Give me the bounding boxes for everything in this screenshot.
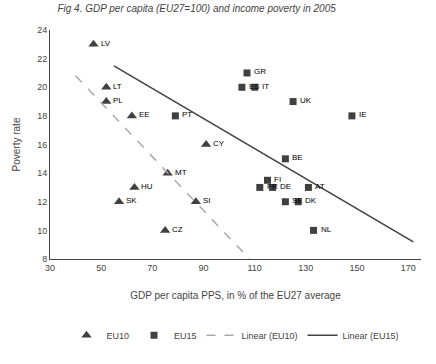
svg-text:IT: IT: [262, 82, 269, 91]
svg-text:SI: SI: [203, 196, 211, 205]
svg-text:12: 12: [37, 197, 47, 207]
svg-text:90: 90: [199, 263, 209, 273]
svg-text:LV: LV: [101, 39, 111, 48]
svg-text:FI: FI: [274, 175, 281, 184]
svg-text:HU: HU: [141, 182, 153, 191]
svg-text:70: 70: [147, 263, 157, 273]
svg-text:PL: PL: [113, 96, 123, 105]
svg-text:EU15: EU15: [174, 331, 197, 341]
svg-text:Linear (EU15): Linear (EU15): [343, 331, 399, 341]
svg-text:IE: IE: [359, 110, 367, 119]
svg-text:10: 10: [37, 226, 47, 236]
svg-text:Fig 4. GDP per capita (EU27=10: Fig 4. GDP per capita (EU27=100) and inc…: [57, 3, 336, 14]
svg-text:CY: CY: [213, 139, 225, 148]
svg-text:8: 8: [42, 254, 47, 264]
svg-text:EU10: EU10: [107, 331, 130, 341]
svg-text:30: 30: [45, 263, 55, 273]
svg-text:14: 14: [37, 168, 47, 178]
svg-text:20: 20: [37, 82, 47, 92]
svg-text:170: 170: [401, 263, 416, 273]
svg-text:24: 24: [37, 25, 47, 35]
svg-text:Poverty rate: Poverty rate: [11, 117, 22, 171]
svg-text:130: 130: [298, 263, 313, 273]
svg-text:150: 150: [350, 263, 365, 273]
svg-text:CZ: CZ: [172, 225, 183, 234]
svg-text:LT: LT: [113, 82, 122, 91]
svg-text:SK: SK: [126, 196, 137, 205]
svg-text:GR: GR: [254, 67, 266, 76]
svg-text:SE: SE: [292, 196, 303, 205]
svg-text:16: 16: [37, 140, 47, 150]
svg-text:50: 50: [96, 263, 106, 273]
svg-text:110: 110: [248, 263, 262, 273]
svg-text:GDP per capita PPS, in % of th: GDP per capita PPS, in % of the EU27 ave…: [130, 290, 341, 301]
svg-text:DK: DK: [305, 196, 317, 205]
svg-text:22: 22: [37, 54, 47, 64]
svg-text:AT: AT: [315, 182, 325, 191]
svg-text:NL: NL: [321, 225, 332, 234]
svg-text:UK: UK: [300, 96, 312, 105]
svg-text:FR: FR: [267, 182, 278, 191]
svg-text:DE: DE: [280, 182, 291, 191]
svg-text:EE: EE: [139, 110, 150, 119]
svg-text:ES: ES: [249, 82, 260, 91]
svg-text:PT: PT: [182, 110, 192, 119]
svg-text:MT: MT: [175, 168, 187, 177]
svg-text:BE: BE: [292, 153, 303, 162]
svg-text:Linear (EU10): Linear (EU10): [242, 331, 298, 341]
svg-text:18: 18: [37, 111, 47, 121]
